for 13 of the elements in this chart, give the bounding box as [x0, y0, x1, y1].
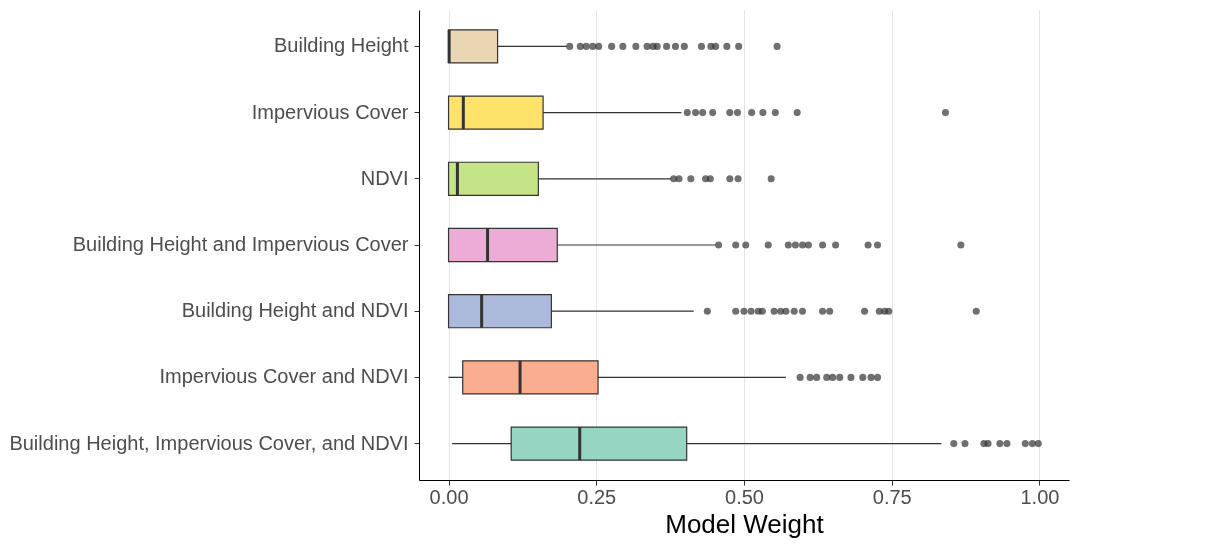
x-tick-label: 0.75 [872, 485, 912, 508]
x-tick-label: 1.00 [1020, 485, 1060, 508]
y-tick-label: Impervious Cover [251, 100, 409, 123]
y-tick-label: NDVI [360, 166, 409, 189]
x-axis-title: Model Weight [665, 508, 825, 539]
y-tick-label: Building Height, Impervious Cover, and NDVI [9, 431, 409, 454]
y-tick-label: Impervious Cover and NDVI [159, 365, 409, 388]
y-tick-label: Building Height [273, 34, 409, 57]
y-tick-label: Building Height and NDVI [181, 299, 409, 322]
x-tick-label: 0.25 [577, 485, 617, 508]
x-tick-label: 0.50 [725, 485, 764, 508]
x-tick-label: 0.00 [429, 485, 469, 508]
y-tick-label: Building Height and Impervious Cover [72, 233, 409, 255]
